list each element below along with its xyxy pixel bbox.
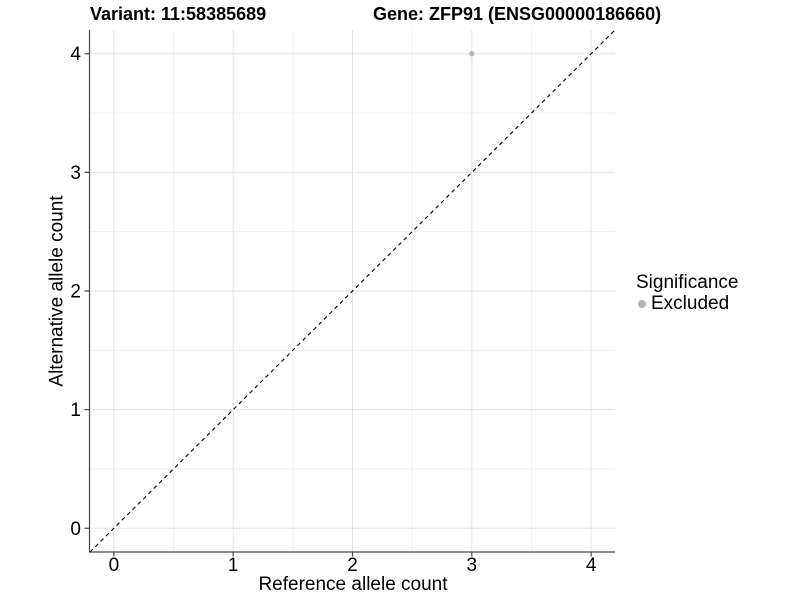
y-tick-label: 2 [70,282,81,303]
y-tick-label: 3 [70,163,81,184]
variant-title: Variant: 11:58385689 [90,4,267,24]
legend: Significance Excluded [636,273,738,313]
legend-item-excluded: Excluded [636,294,738,313]
y-axis-label: Alternative allele count [46,195,68,387]
x-tick-label: 1 [228,555,239,576]
legend-title: Significance [636,272,739,293]
y-tick-label: 4 [70,44,81,65]
y-tick-label: 0 [70,519,81,540]
x-tick-label: 3 [467,555,478,576]
x-axis-label: Reference allele count [258,574,448,595]
data-point [469,51,475,57]
legend-item-label: Excluded [651,293,730,314]
x-tick-label: 4 [586,555,597,576]
legend-point-icon [638,299,646,308]
x-tick-label: 2 [347,555,358,576]
gene-title: Gene: ZFP91 (ENSG00000186660) [373,4,662,24]
identity-line [89,29,616,553]
x-tick-label: 0 [109,555,120,576]
y-tick-label: 1 [70,400,81,421]
